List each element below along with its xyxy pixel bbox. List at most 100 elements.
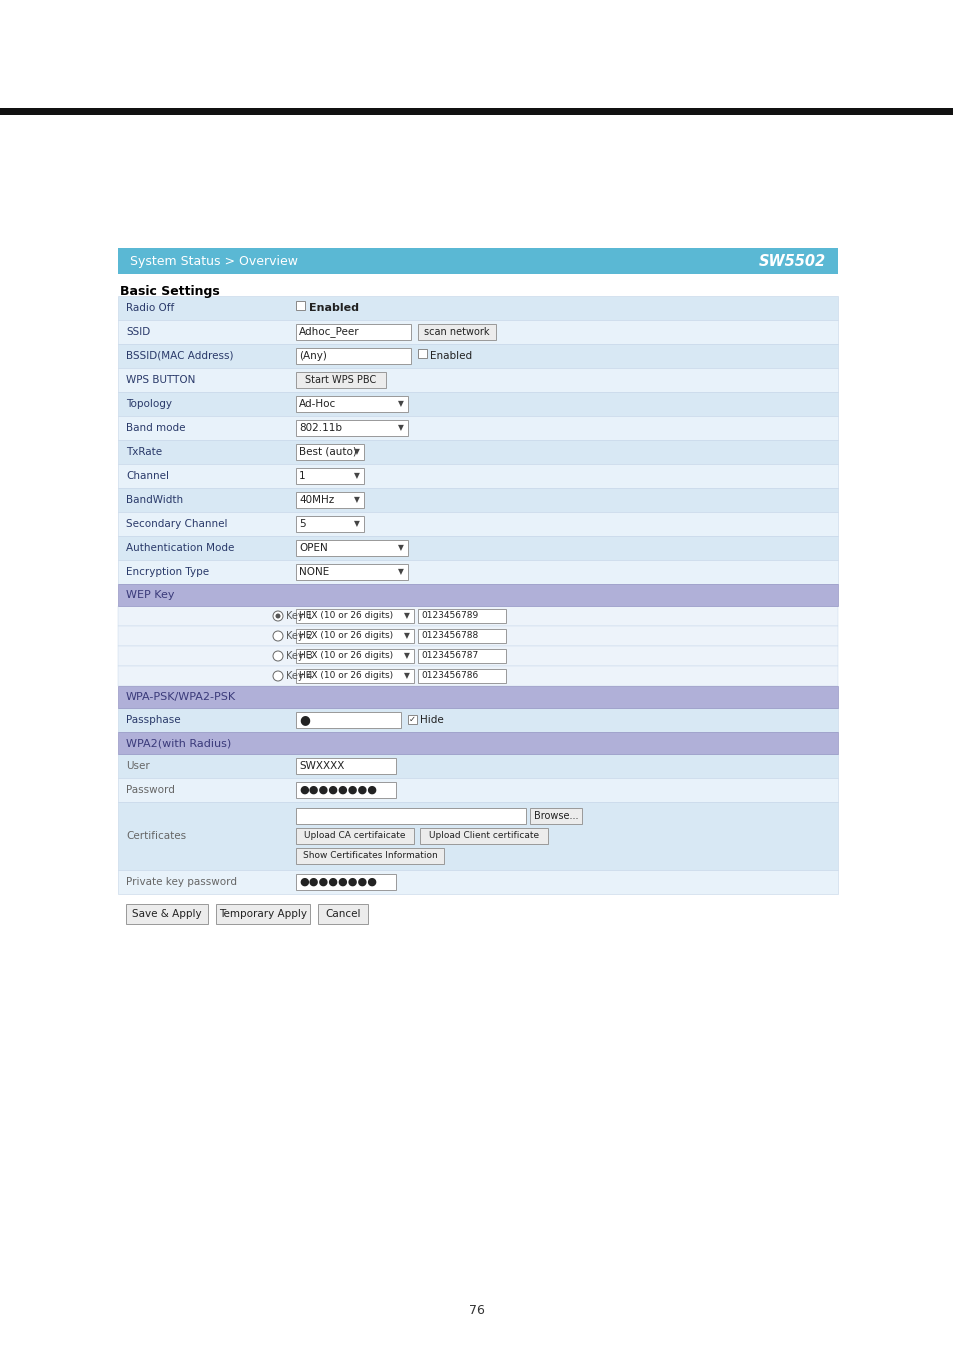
Text: ▼: ▼: [397, 544, 403, 552]
Text: (Any): (Any): [298, 351, 327, 360]
Bar: [295, 809, 525, 824]
Text: User: User: [126, 761, 150, 771]
Text: BandWidth: BandWidth: [126, 495, 183, 505]
Text: WEP Key: WEP Key: [126, 590, 174, 599]
Bar: [118, 464, 837, 487]
Circle shape: [273, 630, 283, 641]
Bar: [118, 320, 837, 344]
Bar: [295, 444, 364, 460]
Bar: [215, 904, 310, 923]
Bar: [118, 647, 837, 666]
Text: Authentication Mode: Authentication Mode: [126, 543, 234, 554]
Bar: [295, 420, 408, 436]
Text: BSSID(MAC Address): BSSID(MAC Address): [126, 351, 233, 360]
Text: Upload Client certificate: Upload Client certificate: [429, 832, 538, 841]
Bar: [118, 296, 837, 320]
Text: Browse...: Browse...: [533, 811, 578, 821]
Text: Key 1: Key 1: [286, 612, 313, 621]
Text: Passphase: Passphase: [126, 716, 180, 725]
Text: HEX (10 or 26 digits): HEX (10 or 26 digits): [298, 671, 393, 680]
Text: SW5502: SW5502: [758, 254, 825, 269]
Circle shape: [273, 612, 283, 621]
Bar: [295, 301, 305, 310]
Text: NONE: NONE: [298, 567, 329, 576]
Bar: [295, 782, 395, 798]
Text: Cancel: Cancel: [325, 909, 360, 919]
Bar: [295, 540, 408, 556]
Bar: [317, 904, 368, 923]
Bar: [295, 609, 414, 622]
Bar: [295, 348, 411, 364]
Text: Save & Apply: Save & Apply: [132, 909, 202, 919]
Text: Encryption Type: Encryption Type: [126, 567, 209, 576]
Bar: [118, 369, 837, 391]
Text: ▼: ▼: [397, 424, 403, 432]
Bar: [530, 809, 581, 824]
Text: Private key password: Private key password: [126, 878, 236, 887]
Text: ●●●●●●●●: ●●●●●●●●: [298, 784, 376, 795]
Bar: [295, 396, 408, 412]
Bar: [417, 649, 505, 663]
Bar: [118, 536, 837, 560]
Bar: [118, 440, 837, 464]
Bar: [118, 248, 837, 274]
Bar: [408, 716, 416, 724]
Text: Channel: Channel: [126, 471, 169, 481]
Text: ▼: ▼: [404, 612, 410, 621]
Bar: [417, 629, 505, 643]
Text: 0123456786: 0123456786: [420, 671, 477, 680]
Text: ▼: ▼: [354, 495, 359, 505]
Text: ●: ●: [298, 714, 310, 726]
Bar: [118, 560, 837, 585]
Text: Topology: Topology: [126, 400, 172, 409]
Text: Start WPS PBC: Start WPS PBC: [305, 375, 376, 385]
Text: Key 2: Key 2: [286, 630, 313, 641]
Bar: [295, 373, 386, 387]
Text: 76: 76: [469, 1304, 484, 1316]
Text: Band mode: Band mode: [126, 423, 185, 433]
Text: ●●●●●●●●: ●●●●●●●●: [298, 878, 376, 887]
Text: 40MHz: 40MHz: [298, 495, 334, 505]
Text: 0123456789: 0123456789: [420, 612, 477, 621]
Bar: [295, 828, 414, 844]
Text: ▼: ▼: [397, 400, 403, 409]
Text: WPS BUTTON: WPS BUTTON: [126, 375, 195, 385]
Text: WPA2(with Radius): WPA2(with Radius): [126, 738, 231, 748]
Circle shape: [273, 671, 283, 680]
Text: ✓: ✓: [409, 716, 416, 724]
Text: 1: 1: [298, 471, 305, 481]
Bar: [118, 732, 837, 755]
Bar: [417, 609, 505, 622]
Text: Hide: Hide: [419, 716, 443, 725]
Bar: [417, 670, 505, 683]
Bar: [118, 869, 837, 894]
Bar: [118, 778, 837, 802]
Bar: [295, 873, 395, 890]
Text: WPA-PSK/WPA2-PSK: WPA-PSK/WPA2-PSK: [126, 693, 236, 702]
Text: ▼: ▼: [354, 447, 359, 456]
Text: Basic Settings: Basic Settings: [120, 285, 219, 298]
Bar: [295, 491, 364, 508]
Text: Best (auto): Best (auto): [298, 447, 356, 458]
Text: Radio Off: Radio Off: [126, 302, 174, 313]
Text: Enabled: Enabled: [309, 302, 358, 313]
Text: Show Certificates Information: Show Certificates Information: [302, 852, 436, 860]
Text: System Status > Overview: System Status > Overview: [130, 255, 297, 267]
Text: Ad-Hoc: Ad-Hoc: [298, 400, 335, 409]
Bar: [417, 324, 496, 340]
Bar: [295, 324, 411, 340]
Bar: [118, 707, 837, 732]
Text: HEX (10 or 26 digits): HEX (10 or 26 digits): [298, 652, 393, 660]
Text: HEX (10 or 26 digits): HEX (10 or 26 digits): [298, 612, 393, 621]
Bar: [295, 629, 414, 643]
Bar: [118, 606, 837, 626]
Bar: [118, 755, 837, 778]
Text: Certificates: Certificates: [126, 832, 186, 841]
Bar: [417, 350, 427, 358]
Text: Adhoc_Peer: Adhoc_Peer: [298, 327, 359, 338]
Bar: [118, 626, 837, 647]
Circle shape: [273, 651, 283, 661]
Bar: [295, 468, 364, 485]
Bar: [118, 512, 837, 536]
Text: Key 3: Key 3: [286, 651, 313, 661]
